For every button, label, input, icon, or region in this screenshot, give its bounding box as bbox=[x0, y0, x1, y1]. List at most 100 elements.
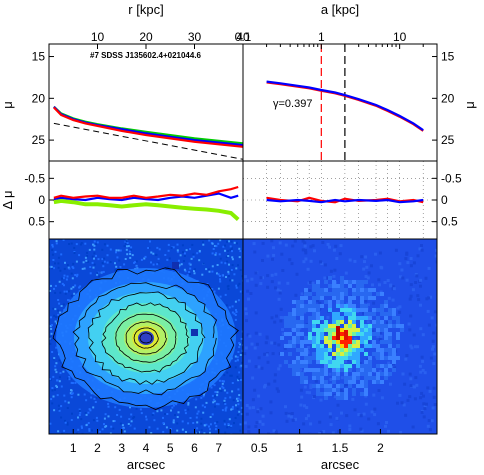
br-noise-px-220 bbox=[414, 376, 418, 380]
br-residual-px-863 bbox=[340, 336, 344, 340]
br-residual-px-278 bbox=[352, 292, 356, 296]
bl-noise-px-72 bbox=[88, 248, 91, 251]
br-residual-px-747 bbox=[352, 372, 356, 376]
br-residual-px-762 bbox=[320, 372, 324, 376]
bl-noise-px-321 bbox=[202, 243, 205, 246]
bl-noise-px-746 bbox=[224, 262, 227, 265]
br-noise-px-361 bbox=[419, 284, 422, 288]
bl-noise-px-129 bbox=[131, 254, 134, 257]
br-noise-px-194 bbox=[359, 427, 363, 431]
bl-noise-px-986 bbox=[118, 408, 121, 411]
br-residual-px-468 bbox=[396, 332, 400, 336]
bl-noise-px-246 bbox=[201, 273, 204, 276]
br-noise-px-341 bbox=[362, 311, 366, 315]
bl-noise-px-1046 bbox=[55, 316, 58, 319]
br-residual-px-134 bbox=[336, 372, 340, 376]
bl-noise-px-779 bbox=[230, 240, 233, 243]
br-noise-px-454 bbox=[402, 403, 406, 407]
br-residual-px-779 bbox=[292, 364, 296, 368]
bl-noise-px-1256 bbox=[238, 371, 241, 374]
bl-noise-px-306 bbox=[227, 423, 230, 426]
br-residual-px-554 bbox=[296, 372, 300, 376]
bl-noise-px-508 bbox=[185, 431, 187, 433]
bl-noise-px-329 bbox=[126, 244, 129, 247]
bl-noise-px-1157 bbox=[221, 274, 224, 277]
bl-noise-px-1264 bbox=[70, 396, 73, 399]
br-residual-px-798 bbox=[292, 344, 296, 348]
br-residual-px-243 bbox=[360, 392, 364, 396]
br-residual-px-794 bbox=[328, 336, 332, 340]
br-residual-px-4 bbox=[384, 332, 388, 336]
br-noise-px-362 bbox=[254, 311, 258, 315]
bl-noise-px-889 bbox=[156, 410, 159, 413]
bl-noise-px-1273 bbox=[97, 258, 100, 261]
bl-noise-px-234 bbox=[241, 344, 243, 347]
br-noise-px-412 bbox=[282, 316, 285, 320]
bl-noise-px-973 bbox=[231, 305, 234, 308]
bl-noise-px-741 bbox=[190, 257, 193, 260]
bl-noise-px-857 bbox=[234, 366, 237, 369]
bl-noise-px-1029 bbox=[150, 432, 153, 434]
br-noise-px-309 bbox=[434, 254, 437, 258]
bl-noise-px-1384 bbox=[93, 397, 96, 400]
bl-noise-px-794 bbox=[241, 349, 243, 352]
bl-noise-px-952 bbox=[237, 388, 240, 391]
bl-noise-px-1198 bbox=[187, 402, 190, 404]
bl-noise-px-960 bbox=[60, 405, 63, 408]
br-noise-px-262 bbox=[421, 368, 425, 372]
br-noise-px-352 bbox=[377, 389, 381, 392]
br-residual-px-598 bbox=[288, 344, 292, 348]
br-noise-px-305 bbox=[291, 418, 295, 422]
bl-noise-px-693 bbox=[81, 432, 84, 434]
bl-noise-px-162 bbox=[51, 389, 54, 392]
br-residual-px-887 bbox=[340, 284, 344, 288]
bl-noise-px-355 bbox=[68, 376, 71, 378]
bl-noise-px-1381 bbox=[221, 380, 224, 382]
br-residual-px-780 bbox=[360, 280, 364, 284]
br-residual-px-724 bbox=[344, 356, 348, 360]
br-residual-px-408 bbox=[372, 320, 376, 324]
br-residual-px-44 bbox=[312, 344, 316, 348]
bl-noise-px-762 bbox=[182, 251, 184, 254]
br-residual-px-688 bbox=[348, 324, 352, 328]
bl-noise-px-691 bbox=[70, 294, 73, 297]
br-noise-px-65 bbox=[414, 345, 417, 349]
br-noise-px-200 bbox=[279, 316, 283, 319]
br-noise-px-478 bbox=[420, 244, 423, 247]
br-residual-px-664 bbox=[332, 360, 336, 364]
br-residual-px-734 bbox=[292, 324, 296, 328]
mr-series-1 bbox=[266, 198, 424, 204]
br-residual-px-538 bbox=[392, 348, 396, 352]
bl-noise-px-1182 bbox=[130, 420, 133, 423]
bl-noise-px-860 bbox=[109, 248, 112, 251]
br-noise-px-253 bbox=[245, 404, 249, 407]
bl-noise-px-542 bbox=[238, 282, 241, 285]
br-residual-px-77 bbox=[392, 324, 396, 328]
bl-noise-px-591 bbox=[216, 421, 219, 424]
br-residual-px-473 bbox=[356, 280, 360, 284]
br-noise-px-217 bbox=[379, 334, 383, 338]
br-noise-px-388 bbox=[328, 415, 332, 419]
br-noise-px-475 bbox=[376, 335, 380, 339]
br-residual-px-873 bbox=[336, 304, 340, 308]
br-residual-px-694 bbox=[340, 320, 344, 324]
bl-noise-px-897 bbox=[103, 260, 106, 263]
bl-noise-px-319 bbox=[140, 258, 143, 261]
br-residual-px-658 bbox=[332, 352, 336, 356]
bl-noise-px-925 bbox=[201, 404, 204, 407]
bl-noise-px-531 bbox=[55, 240, 58, 243]
bl-noise-px-1165 bbox=[236, 397, 238, 400]
bl-noise-px-921 bbox=[60, 305, 63, 307]
br-residual-px-663 bbox=[324, 364, 328, 368]
br-residual-px-157 bbox=[308, 324, 312, 328]
br-residual-px-422 bbox=[308, 332, 312, 336]
bl-noise-px-1345 bbox=[116, 256, 119, 259]
br-residual-px-744 bbox=[312, 296, 316, 300]
br-noise-px-203 bbox=[303, 241, 307, 245]
bl-noise-px-587 bbox=[172, 246, 175, 249]
bl-noise-px-563 bbox=[205, 401, 208, 404]
br-noise-px-497 bbox=[336, 403, 340, 407]
bl-noise-px-69 bbox=[214, 245, 217, 247]
br-residual-px-886 bbox=[328, 356, 332, 360]
br-noise-px-130 bbox=[277, 367, 281, 371]
